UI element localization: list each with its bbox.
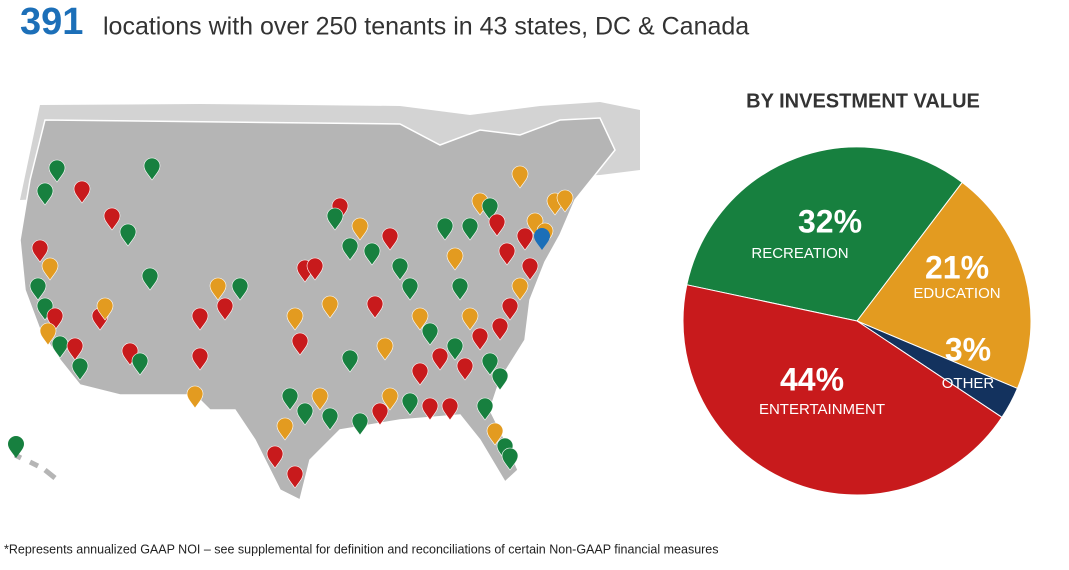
map-pin [31, 239, 49, 263]
headline-number: 391 [20, 1, 83, 43]
pie-slice [682, 284, 1003, 496]
map-pin [461, 307, 479, 331]
map-pin [521, 257, 539, 281]
map-pin [451, 277, 469, 301]
map-pin [131, 352, 149, 376]
map-pin [281, 387, 299, 411]
map-pin [491, 317, 509, 341]
headline-text: locations with over 250 tenants in 43 st… [103, 13, 749, 41]
map-pin [498, 242, 516, 266]
map-pin [501, 447, 519, 471]
category-label: OTHER [942, 375, 995, 392]
map-pin [311, 387, 329, 411]
map-pin [456, 357, 474, 381]
map-pin [381, 387, 399, 411]
map-pin [29, 277, 47, 301]
map-pin [291, 332, 309, 356]
map-pin [48, 159, 66, 183]
map-pin [191, 307, 209, 331]
map-pin [41, 257, 59, 281]
map-pin [286, 465, 304, 489]
map [8, 102, 640, 502]
map-pin [351, 412, 369, 436]
usa [19, 117, 616, 502]
map-pin [366, 295, 384, 319]
map-pin [363, 242, 381, 266]
value-label: 32% [798, 203, 862, 239]
map-pin [341, 237, 359, 261]
map-pin [209, 277, 227, 301]
category-label: EDUCATION [913, 285, 1000, 302]
map-pin [96, 297, 114, 321]
map-pin [351, 217, 369, 241]
map-pin [266, 445, 284, 469]
map-pin [103, 207, 121, 231]
pie-slice [686, 146, 963, 322]
map-pin [191, 347, 209, 371]
value-label: 44% [780, 361, 844, 397]
map-pin [321, 407, 339, 431]
map-pin [431, 347, 449, 371]
map-pin [39, 322, 57, 346]
map-pin [534, 228, 550, 250]
map-pin [516, 227, 534, 251]
map-pin [296, 402, 314, 426]
map-pin [411, 307, 429, 331]
map-pin [446, 247, 464, 271]
map-pin [216, 297, 234, 321]
map-pin [441, 397, 459, 421]
map-pin [36, 182, 54, 206]
map-pin [71, 357, 89, 381]
map-pin [401, 392, 419, 416]
map-pin [286, 307, 304, 331]
map-pin [376, 337, 394, 361]
map-pin [231, 277, 249, 301]
map-pin [143, 157, 161, 181]
map-pin [476, 397, 494, 421]
map-pin [446, 337, 464, 361]
map-pin [321, 295, 339, 319]
map-pin [421, 397, 439, 421]
chart-title: BY INVESTMENT VALUE [746, 90, 980, 112]
map-pin [276, 417, 294, 441]
map-pin [501, 297, 519, 321]
map-pin [306, 257, 324, 281]
map-pin [556, 189, 574, 213]
category-label: RECREATION [751, 245, 848, 262]
map-pin [436, 217, 454, 241]
value-label: 3% [945, 331, 991, 367]
map-pin [119, 223, 137, 247]
map-pin [486, 422, 504, 446]
category-label: ENTERTAINMENT [759, 401, 885, 418]
map-pin [411, 362, 429, 386]
map-pin [341, 349, 359, 373]
map-pin [488, 213, 506, 237]
footnote: *Represents annualized GAAP NOI – see su… [4, 542, 719, 556]
map-pin [51, 335, 69, 359]
map-pin [66, 337, 84, 361]
map-pin [481, 352, 499, 376]
map-pin [511, 277, 529, 301]
map-pin [401, 277, 419, 301]
value-label: 21% [925, 249, 989, 285]
map-pin [421, 322, 439, 346]
map-pin [471, 327, 489, 351]
map-pin [381, 227, 399, 251]
map-pin [511, 165, 529, 189]
map-pin [326, 207, 344, 231]
map-pin [391, 257, 409, 281]
map-pin [491, 367, 509, 391]
map-pin [73, 180, 91, 204]
map-pin [461, 217, 479, 241]
map-pin [186, 385, 204, 409]
map-pin [8, 436, 24, 458]
map-pin [141, 267, 159, 291]
pie-slice [856, 181, 1032, 390]
map-pin [371, 402, 389, 426]
